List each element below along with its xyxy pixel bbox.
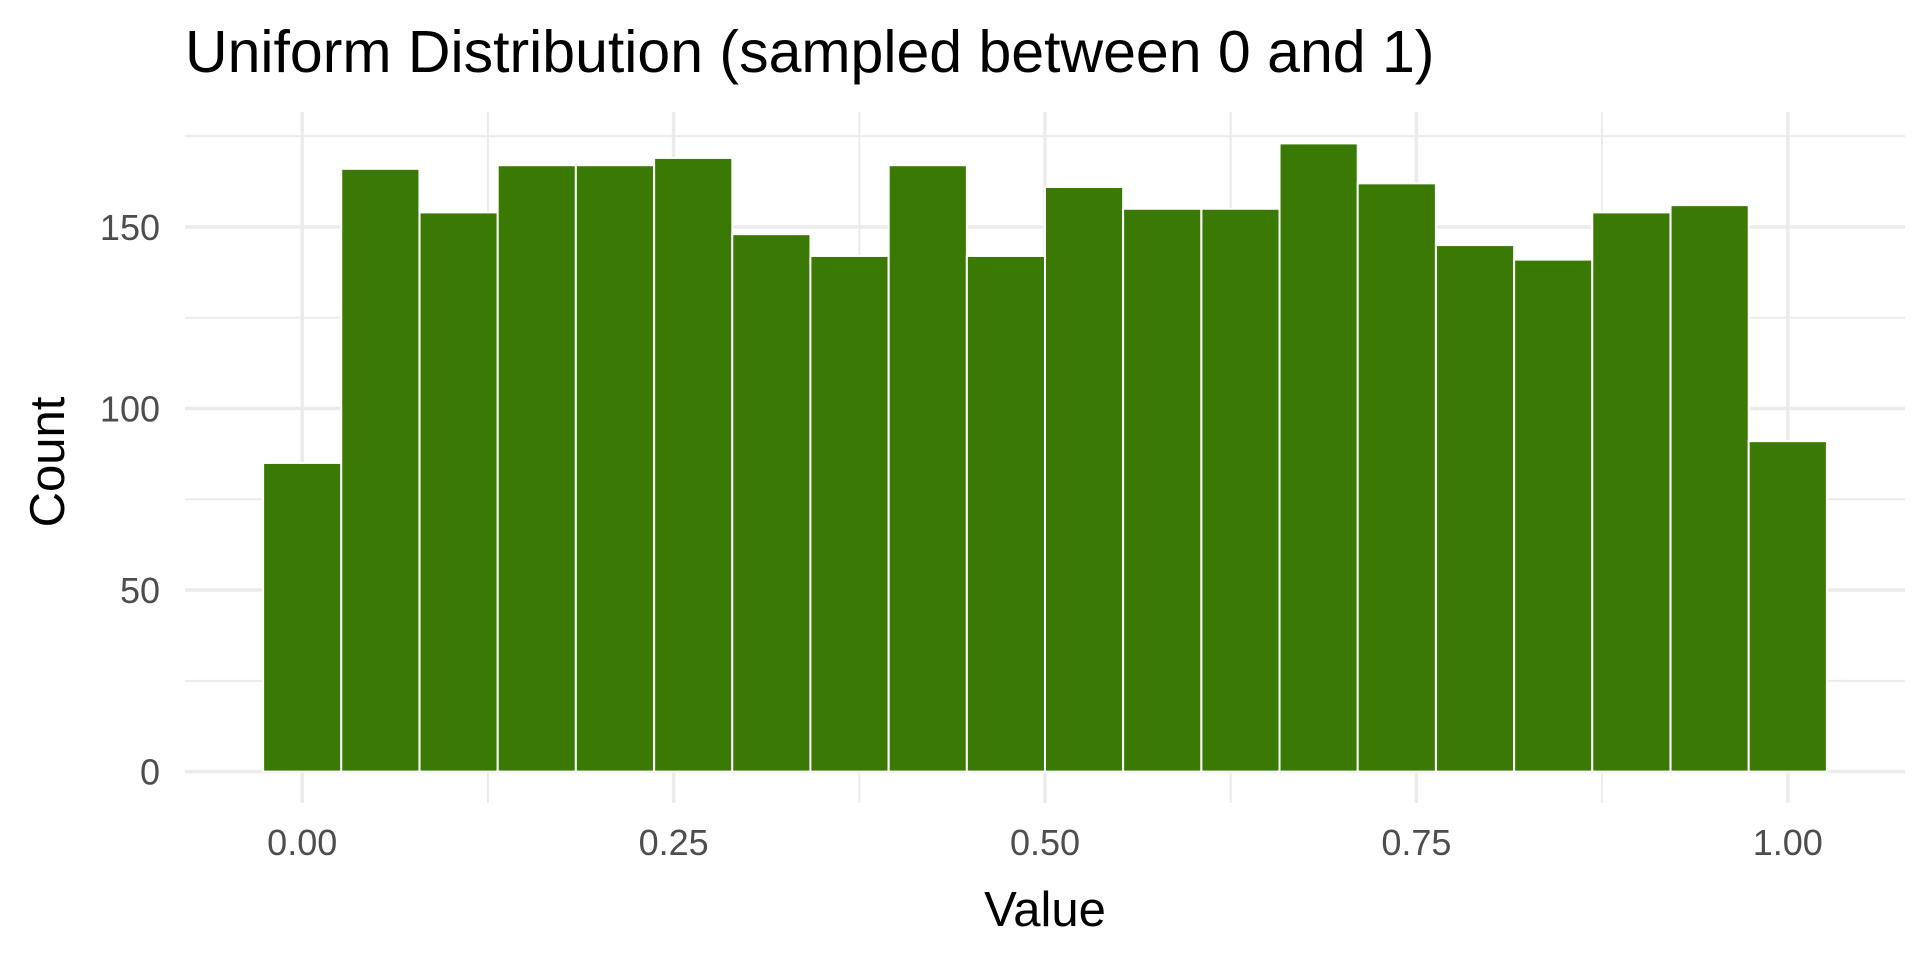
y-tick-label: 0 <box>140 752 160 793</box>
x-tick-label: 0.50 <box>1010 822 1080 863</box>
histogram-bar <box>496 164 577 773</box>
histogram-bar <box>1043 185 1125 773</box>
histogram-bar <box>1200 207 1281 773</box>
histogram-bar <box>262 461 343 773</box>
y-axis-title: Count <box>21 396 75 527</box>
histogram-bar <box>1434 244 1516 773</box>
y-axis-ticks: 0 50 100 150 <box>100 207 160 793</box>
histogram-bar <box>1513 258 1594 773</box>
y-tick-label: 150 <box>100 207 160 248</box>
histogram-bar <box>1591 211 1672 773</box>
x-tick-label: 1.00 <box>1753 822 1823 863</box>
histogram-bar <box>731 233 812 773</box>
histogram-bar <box>1669 204 1750 773</box>
histogram-bar <box>1747 440 1828 773</box>
x-tick-label: 0.25 <box>639 822 709 863</box>
histogram-bar <box>418 211 499 773</box>
histogram-bar <box>653 156 734 773</box>
x-axis-ticks: 0.00 0.25 0.50 0.75 1.00 <box>267 822 1823 863</box>
x-tick-label: 0.75 <box>1381 822 1451 863</box>
histogram-bar <box>965 254 1047 773</box>
histogram-bar <box>1122 207 1203 773</box>
histogram-bar <box>340 167 421 773</box>
x-tick-label: 0.00 <box>267 822 337 863</box>
histogram-bar <box>1278 142 1359 773</box>
histogram-bars <box>262 142 1828 773</box>
x-axis-title: Value <box>984 883 1106 937</box>
histogram-bar <box>574 164 656 773</box>
histogram-bar <box>1356 182 1437 773</box>
histogram-bar <box>887 164 968 773</box>
y-tick-label: 50 <box>120 570 160 611</box>
histogram-bar <box>809 254 890 773</box>
y-tick-label: 100 <box>100 388 160 429</box>
chart-title: Uniform Distribution (sampled between 0 … <box>185 19 1434 85</box>
